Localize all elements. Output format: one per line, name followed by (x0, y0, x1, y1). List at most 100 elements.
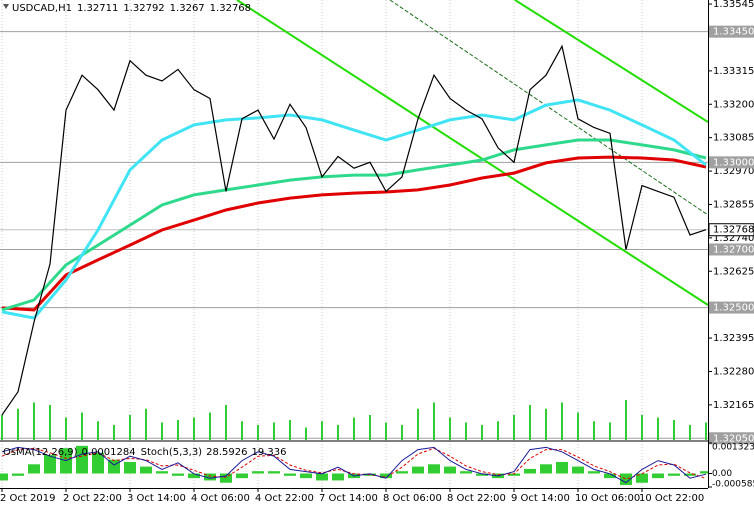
osma-bar (396, 471, 408, 474)
volume-bar (337, 425, 339, 440)
channel-midline (389, 0, 708, 216)
y-tick-label: 1.32855 (713, 199, 754, 210)
osc-tick-label: -0.000585 (712, 480, 754, 490)
x-tick-label: 8 Oct 06:00 (383, 493, 442, 504)
osma-bar (556, 461, 568, 474)
y-tick-label: 1.33085 (713, 133, 754, 144)
close: 1.32768 (210, 3, 251, 14)
y-tick-label: 1.32970 (713, 166, 754, 177)
volume-bar (113, 425, 115, 440)
osma-bar (476, 473, 488, 476)
volume-bar (65, 417, 67, 440)
volume-bar (641, 415, 643, 440)
volume-bar (705, 422, 707, 440)
osma-bar (620, 473, 632, 486)
osma-bar (140, 466, 152, 474)
level-label: 1.32050 (713, 433, 754, 444)
osma-label: OsMA(12,26,9) (3, 447, 78, 458)
volume-bar (689, 425, 691, 440)
osma-bar (44, 455, 56, 474)
level-label: 1.33450 (713, 27, 754, 38)
osma-bar (300, 473, 312, 479)
volume-bar (321, 421, 323, 440)
volume-bar (481, 425, 483, 440)
osma-bar (12, 473, 24, 476)
level-box (709, 432, 754, 445)
osma-bar (428, 464, 440, 474)
osma-bar (156, 471, 168, 474)
x-tick-label: 7 Oct 14:00 (319, 493, 378, 504)
x-tick-label: 10 Oct 22:00 (639, 493, 704, 504)
osma-bar (124, 461, 136, 474)
y-tick-label: 1.33200 (713, 99, 754, 110)
osma-bar (508, 473, 520, 476)
osma-bar (524, 468, 536, 474)
x-tick-label: 4 Oct 22:00 (255, 493, 314, 504)
x-tick-label: 10 Oct 06:00 (575, 493, 640, 504)
osma-bar (284, 473, 296, 476)
level-label: 1.32500 (713, 303, 754, 314)
osc-tick-label: 0.0013231 (712, 443, 754, 453)
moving-average (1, 98, 707, 320)
level-label: 1.33000 (713, 157, 754, 168)
volume-bar (529, 405, 531, 440)
main-panel (1, 44, 707, 440)
channel (236, 0, 708, 306)
level-label: 1.32700 (713, 244, 754, 255)
volume-bar (593, 421, 595, 440)
volume-bar (145, 408, 147, 440)
volume-bar (241, 421, 243, 440)
osma-bar (28, 464, 40, 474)
open: 1.32711 (77, 3, 118, 14)
x-tick-label: 4 Oct 06:00 (191, 493, 250, 504)
volume-bar (385, 422, 387, 440)
price-line (1, 44, 707, 416)
volume-bar (17, 408, 19, 440)
volume-bar (273, 422, 275, 440)
x-tick-label: 2 Oct 2019 (0, 493, 55, 504)
osma-bar (684, 473, 696, 476)
osma-bar (204, 473, 216, 481)
osma-bar (236, 473, 248, 479)
header: USDCAD,H1 1.32711 1.32792 1.3267 1.32768 (12, 3, 251, 14)
osma-bar (268, 471, 280, 474)
osma-bar (636, 473, 648, 483)
indicator-header: OsMA(12,26,9) 0.0001284 Stoch(5,3,3) 28.592… (3, 447, 286, 458)
level-box (709, 156, 754, 169)
y-tick-label: 1.32165 (713, 400, 754, 411)
level-box (709, 243, 754, 256)
symbol: USDCAD,H1 (12, 3, 72, 14)
volume-bar (417, 408, 419, 440)
osma-bar (252, 471, 264, 474)
osma-bar (92, 452, 104, 474)
close-box (708, 223, 754, 237)
stochastic-line (1, 446, 707, 484)
moving-average (1, 138, 707, 312)
osc-tick-label: 0.00 (712, 469, 732, 479)
volume-bar (497, 421, 499, 440)
volume-bar (49, 405, 51, 440)
volume-bar (161, 422, 163, 440)
stochastic-line (1, 447, 707, 480)
osma-bar (572, 466, 584, 474)
x-tick-label: 8 Oct 22:00 (447, 493, 506, 504)
volume-bar (1, 415, 3, 440)
osma-bar (332, 473, 344, 481)
osma-bar (460, 471, 472, 474)
x-tick-label: 9 Oct 14:00 (511, 493, 570, 504)
oscillator-panel (0, 445, 708, 486)
volume-bar (545, 408, 547, 440)
osma-value: 0.0001284 (82, 447, 136, 458)
volume-bar (657, 417, 659, 440)
volume-bar (369, 415, 371, 440)
header-icon (3, 4, 9, 9)
volume-bar (465, 422, 467, 440)
close-label: 1.32768 (713, 225, 754, 236)
stoch-signal: 19.336 (251, 447, 286, 458)
x-tick-label: 2 Oct 22:00 (63, 493, 122, 504)
volume-bar (257, 425, 259, 440)
y-tick-label: 1.33545 (713, 0, 754, 10)
y-tick-label: 1.32395 (713, 333, 754, 344)
volume-bar (401, 425, 403, 440)
